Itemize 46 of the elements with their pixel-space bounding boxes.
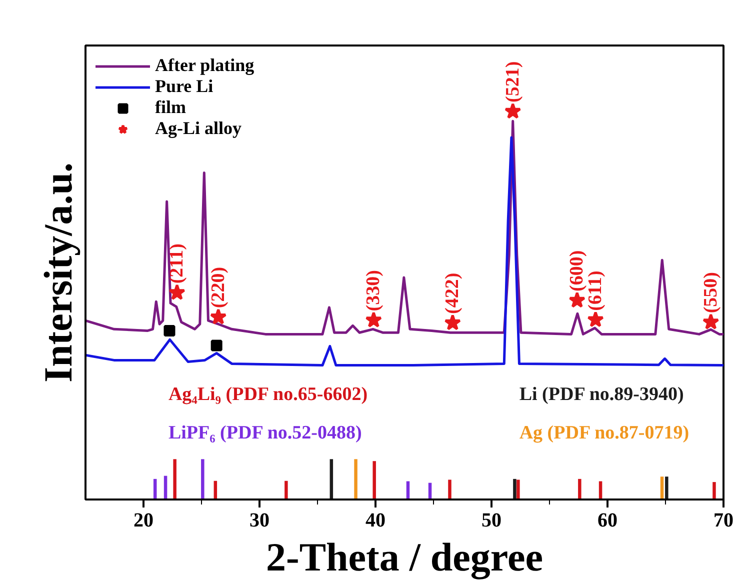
text: Ag (PDF no.87-0719) <box>519 422 690 444</box>
annotation: (422) <box>442 272 464 314</box>
point <box>164 324 176 336</box>
y-axis-title: Intersity/a.u. <box>36 162 80 382</box>
point <box>702 313 720 330</box>
annotation: (330) <box>363 270 384 312</box>
annotation: (211) <box>166 244 188 284</box>
annotation: (220) <box>208 266 229 308</box>
text: Li (PDF no.89-3940) <box>519 384 684 406</box>
point <box>568 292 586 308</box>
bar <box>712 482 716 500</box>
annotation: (521) <box>502 61 524 102</box>
legend-label: Ag-Li alloy <box>155 118 242 139</box>
point <box>504 102 522 119</box>
point <box>444 314 462 330</box>
bar <box>372 461 376 500</box>
legend-label: Pure Li <box>155 76 214 97</box>
annotation: (550) <box>700 272 722 314</box>
x-tick-label: 60 <box>598 510 618 532</box>
bar <box>284 480 288 500</box>
x-tick-label: 30 <box>250 510 270 532</box>
bar <box>354 459 358 500</box>
bar <box>516 480 520 500</box>
x-axis-title: 2-Theta / degree <box>266 534 543 580</box>
annotation: (600) <box>566 250 588 292</box>
annotation: (611) <box>585 270 606 311</box>
x-tick-label: 70 <box>714 510 734 532</box>
x-tick-label: 20 <box>134 510 154 532</box>
x-tick-label: 50 <box>482 510 502 532</box>
bar <box>578 478 582 500</box>
bar <box>513 478 516 500</box>
point <box>365 311 382 328</box>
bar <box>201 459 204 500</box>
x-tick-label: 40 <box>366 510 386 532</box>
legend-label: After plating <box>155 55 254 76</box>
bar <box>665 476 668 500</box>
legend-label: film <box>155 97 186 118</box>
text: Ag₄Li₉ (PDF no.65-6602) <box>168 384 368 406</box>
point <box>210 340 222 352</box>
point <box>587 311 604 328</box>
point <box>168 284 186 300</box>
bar <box>448 480 452 500</box>
bar <box>330 459 334 500</box>
bar <box>173 459 176 500</box>
series-label: LiPF₆ (PDF no.52-0488) <box>168 422 362 444</box>
point <box>210 308 227 324</box>
